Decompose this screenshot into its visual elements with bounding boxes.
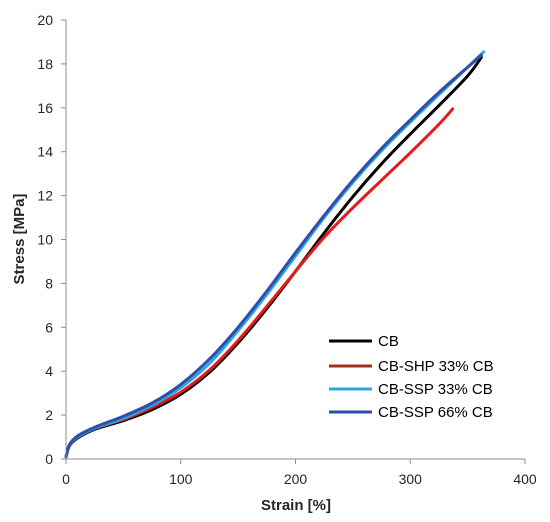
x-tick-label: 100 <box>169 471 193 487</box>
x-tick-label: 200 <box>284 471 308 487</box>
legend: CB CB-SHP 33% CB CB-SSP 33% CB CB-SSP 66% C… <box>329 333 494 421</box>
legend-label-1: CB <box>378 333 399 350</box>
x-tick-label: 300 <box>399 471 423 487</box>
series-line-4 <box>64 53 483 459</box>
y-tick-label: 8 <box>45 275 53 291</box>
y-tick-label: 14 <box>37 144 53 160</box>
legend-label-3: CB-SSP 33% CB <box>378 381 493 398</box>
y-tick-label: 2 <box>45 407 53 423</box>
y-tick-label: 6 <box>45 319 53 335</box>
y-tick-label: 16 <box>37 100 53 116</box>
y-tick-label: 4 <box>45 363 53 379</box>
x-tick-label: 0 <box>62 471 70 487</box>
y-tick-label: 20 <box>37 12 53 28</box>
series-layer <box>64 50 486 459</box>
y-tick-label: 10 <box>37 232 53 248</box>
y-tick-label: 18 <box>37 56 53 72</box>
ticks-layer: 0 100 200 300 400 0 2 4 6 8 10 12 14 16 18 20 <box>37 12 536 487</box>
x-tick-label: 400 <box>513 471 537 487</box>
y-tick-label: 12 <box>37 188 53 204</box>
y-tick-label: 0 <box>45 451 53 467</box>
legend-label-2: CB-SHP 33% CB <box>378 358 494 375</box>
x-axis-title: Strain [%] <box>261 497 331 514</box>
y-axis-title: Stress [MPa] <box>11 194 28 285</box>
legend-label-4: CB-SSP 66% CB <box>378 404 493 421</box>
